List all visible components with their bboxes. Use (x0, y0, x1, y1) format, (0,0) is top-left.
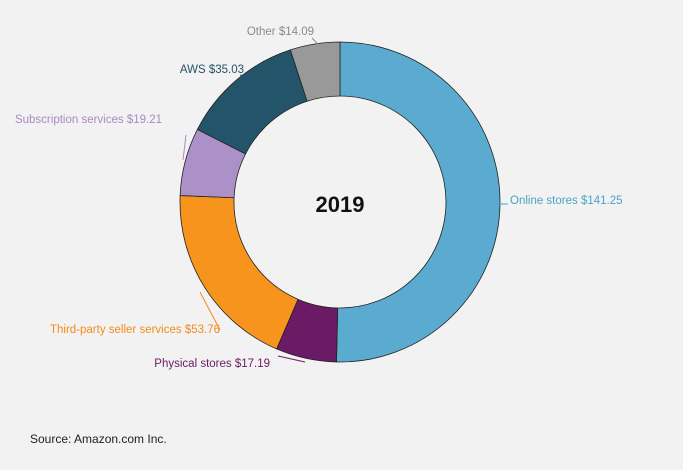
leader-subscription-services (182, 134, 187, 161)
slice-other (289, 41, 341, 102)
donut-slices (179, 41, 501, 363)
label-aws: AWS $35.03 (180, 64, 244, 76)
label-third-party-seller-services: Third-party seller services $53.76 (50, 324, 220, 336)
leader-third-party-seller-services (199, 291, 221, 331)
leader-aws (239, 74, 259, 79)
slice-labels: Online stores $141.25 Physical stores $17… (15, 26, 623, 370)
label-online-stores: Online stores $141.25 (510, 195, 623, 207)
label-physical-stores: Physical stores $17.19 (154, 358, 270, 370)
leader-other (311, 37, 319, 45)
chart-center-title: 2019 (316, 192, 365, 217)
source-note: Source: Amazon.com Inc. (30, 432, 167, 446)
label-subscription-services: Subscription services $19.21 (15, 114, 162, 126)
leader-physical-stores (277, 355, 306, 363)
slice-online-stores (336, 41, 501, 363)
label-other: Other $14.09 (247, 26, 314, 38)
label-leaders (182, 37, 508, 363)
